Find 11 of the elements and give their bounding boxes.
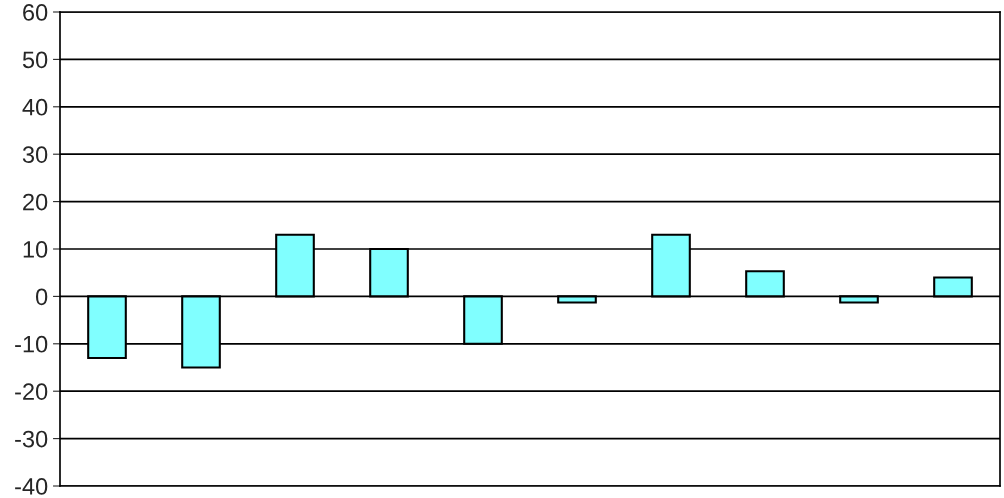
y-tick-label: 20 [23, 193, 48, 211]
y-tick-label: 0 [35, 288, 48, 306]
y-tick-label: 10 [23, 241, 48, 258]
y-tick-label: 40 [22, 98, 48, 116]
y-tick-label: 60 [23, 4, 48, 21]
y-tick-label: 50 [22, 51, 48, 69]
y-tick-label: -10 [15, 335, 48, 353]
y-tick-label: -30 [15, 430, 48, 448]
y-tick-label: -40 [15, 478, 48, 495]
y-tick-label: 30 [22, 146, 48, 163]
y-tick-label: -20 [15, 383, 48, 400]
